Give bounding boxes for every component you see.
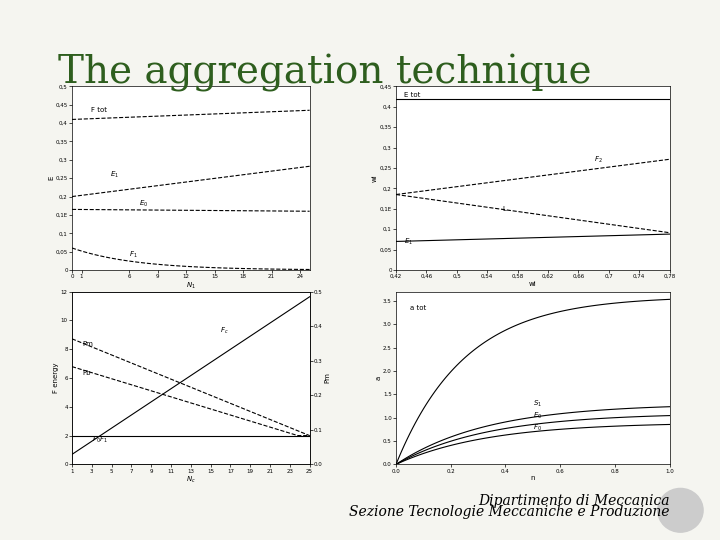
- Circle shape: [658, 488, 703, 532]
- X-axis label: n: n: [531, 475, 535, 481]
- Text: F tot: F tot: [91, 107, 107, 113]
- Text: L: L: [503, 206, 506, 212]
- Text: $E_0$: $E_0$: [138, 199, 148, 209]
- Text: a tot: a tot: [410, 305, 426, 311]
- X-axis label: wi: wi: [529, 281, 536, 287]
- Text: Dipartimento di Meccanica: Dipartimento di Meccanica: [478, 494, 670, 508]
- Text: $F_0$: $F_0$: [533, 422, 541, 433]
- Text: Pm: Pm: [82, 341, 93, 347]
- Text: Sezione Tecnologie Meccaniche e Produzione: Sezione Tecnologie Meccaniche e Produzio…: [349, 505, 670, 519]
- Y-axis label: E: E: [48, 176, 54, 180]
- Text: $E_1$: $E_1$: [404, 237, 413, 247]
- Text: Pb: Pb: [82, 370, 91, 376]
- Y-axis label: Pm: Pm: [324, 373, 330, 383]
- Text: E tot: E tot: [404, 92, 420, 98]
- Y-axis label: wi: wi: [372, 174, 378, 182]
- Y-axis label: a: a: [376, 376, 382, 380]
- X-axis label: $N_1$: $N_1$: [186, 281, 196, 291]
- Text: $E_1$: $E_1$: [110, 170, 119, 180]
- Text: $S_1$: $S_1$: [533, 399, 542, 409]
- Text: $F_c$: $F_c$: [220, 326, 229, 336]
- Text: $F_0 F_1$: $F_0 F_1$: [92, 434, 108, 444]
- Y-axis label: F energy: F energy: [53, 363, 60, 393]
- Text: $F_2$: $F_2$: [593, 155, 602, 165]
- Text: $F_1$: $F_1$: [129, 250, 138, 260]
- X-axis label: $N_c$: $N_c$: [186, 475, 196, 485]
- Text: $E_0$: $E_0$: [533, 411, 542, 421]
- Text: The aggregation technique: The aggregation technique: [58, 54, 591, 92]
